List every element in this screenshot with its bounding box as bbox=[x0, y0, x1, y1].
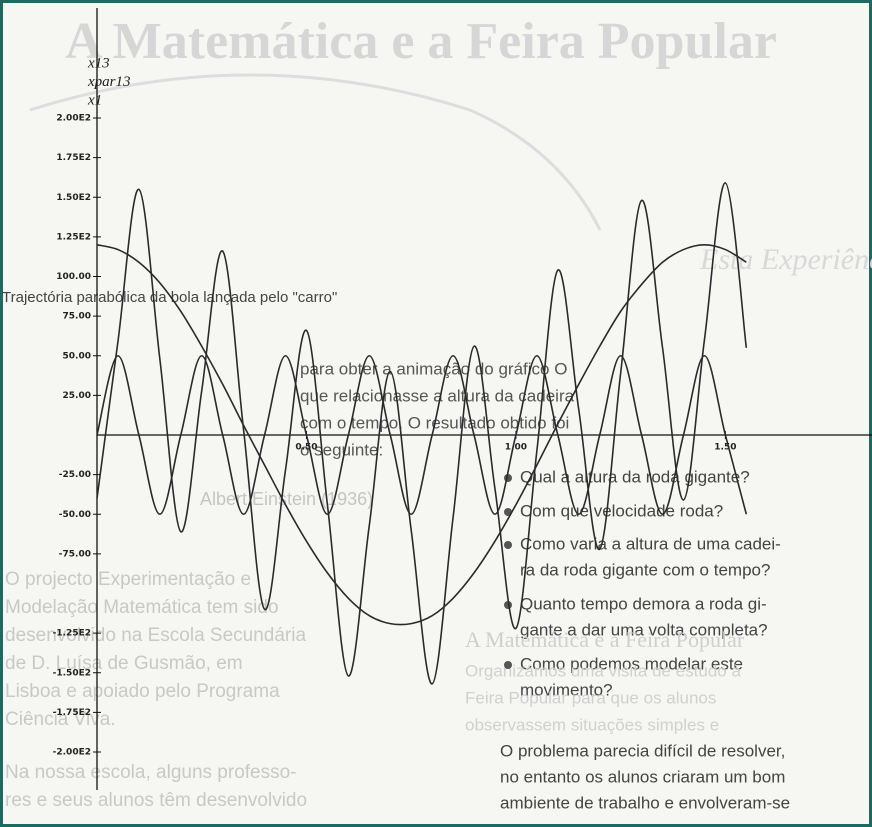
backdrop-line: para obter a animação do gráfico O bbox=[300, 359, 567, 378]
y-tick-label: -1.75E2 bbox=[53, 708, 91, 718]
backdrop-line: O projecto Experimentação e bbox=[5, 569, 251, 590]
legend-label: x13 bbox=[87, 55, 110, 71]
backdrop-line: Na nossa escola, alguns professo- bbox=[5, 762, 297, 783]
y-tick-label: -1.25E2 bbox=[53, 629, 91, 639]
x-tick-label: 0.50 bbox=[295, 443, 317, 453]
y-tick-label: 2.00E2 bbox=[56, 114, 91, 124]
y-tick-label: 1.75E2 bbox=[56, 153, 91, 163]
y-tick-label: -2.00E2 bbox=[53, 748, 91, 758]
y-tick-label: 50.00 bbox=[63, 351, 91, 361]
x-tick-label: 1.50 bbox=[714, 443, 736, 453]
backdrop-line: Modelação Matemática tem sido bbox=[5, 597, 279, 618]
backdrop-line: res e seus alunos têm desenvolvido bbox=[5, 790, 307, 811]
page: A Matemática e a Feira Popular Esta Exper… bbox=[0, 0, 872, 827]
backdrop-line: observassem situações simples e bbox=[465, 715, 719, 734]
backdrop-line: Feira Popular para que os alunos bbox=[465, 688, 716, 707]
backdrop-line: desenvolvido na Escola Secundária bbox=[5, 625, 306, 646]
y-tick-label: -25.00 bbox=[59, 470, 91, 480]
backdrop-line: que relacionasse a altura da cadeira bbox=[300, 386, 575, 405]
legend-label: x1 bbox=[87, 92, 102, 108]
y-tick-label: -75.00 bbox=[59, 549, 91, 559]
legend-label: xpar13 bbox=[87, 74, 131, 90]
backdrop-line: Quanto tempo demora a roda gi- bbox=[520, 594, 767, 613]
backdrop-line: Esta Experiência bbox=[699, 243, 872, 276]
y-tick-label: 25.00 bbox=[63, 391, 91, 401]
y-tick-label: 100.00 bbox=[56, 272, 91, 282]
y-tick-label: 75.00 bbox=[63, 312, 91, 322]
backdrop-line: Como varia a altura de uma cadei- bbox=[520, 534, 781, 553]
backdrop-line: O problema parecia difícil de resolver, bbox=[500, 741, 785, 760]
backdrop-line: ra da roda gigante com o tempo? bbox=[520, 560, 770, 579]
y-tick-label: 1.25E2 bbox=[56, 232, 91, 242]
backdrop-line: A Matemática e a Feira Popular bbox=[65, 13, 777, 70]
bullet bbox=[504, 661, 512, 669]
y-tick-label: -1.50E2 bbox=[53, 668, 91, 678]
backdrop-line: Lisboa e apoiado pelo Programa bbox=[5, 681, 280, 702]
x-tick-label: 1.00 bbox=[505, 443, 527, 453]
y-tick-label: 1.50E2 bbox=[56, 193, 91, 203]
backdrop-line: Qual a altura da roda gigante? bbox=[520, 467, 750, 486]
backdrop-line: ambiente de trabalho e envolveram-se bbox=[500, 793, 790, 812]
y-tick-label: -50.00 bbox=[59, 510, 91, 520]
backdrop-line: de D. Luísa de Gusmão, em bbox=[5, 653, 243, 674]
backdrop-line: A Matemática e a Feira Popular bbox=[465, 627, 745, 652]
backdrop-line: Trajectória parabólica da bola lançada p… bbox=[2, 289, 337, 306]
bullet bbox=[504, 541, 512, 549]
backdrop-line: Com que velocidade roda? bbox=[520, 501, 723, 520]
backdrop-line: no entanto os alunos criaram um bom bbox=[500, 767, 785, 786]
